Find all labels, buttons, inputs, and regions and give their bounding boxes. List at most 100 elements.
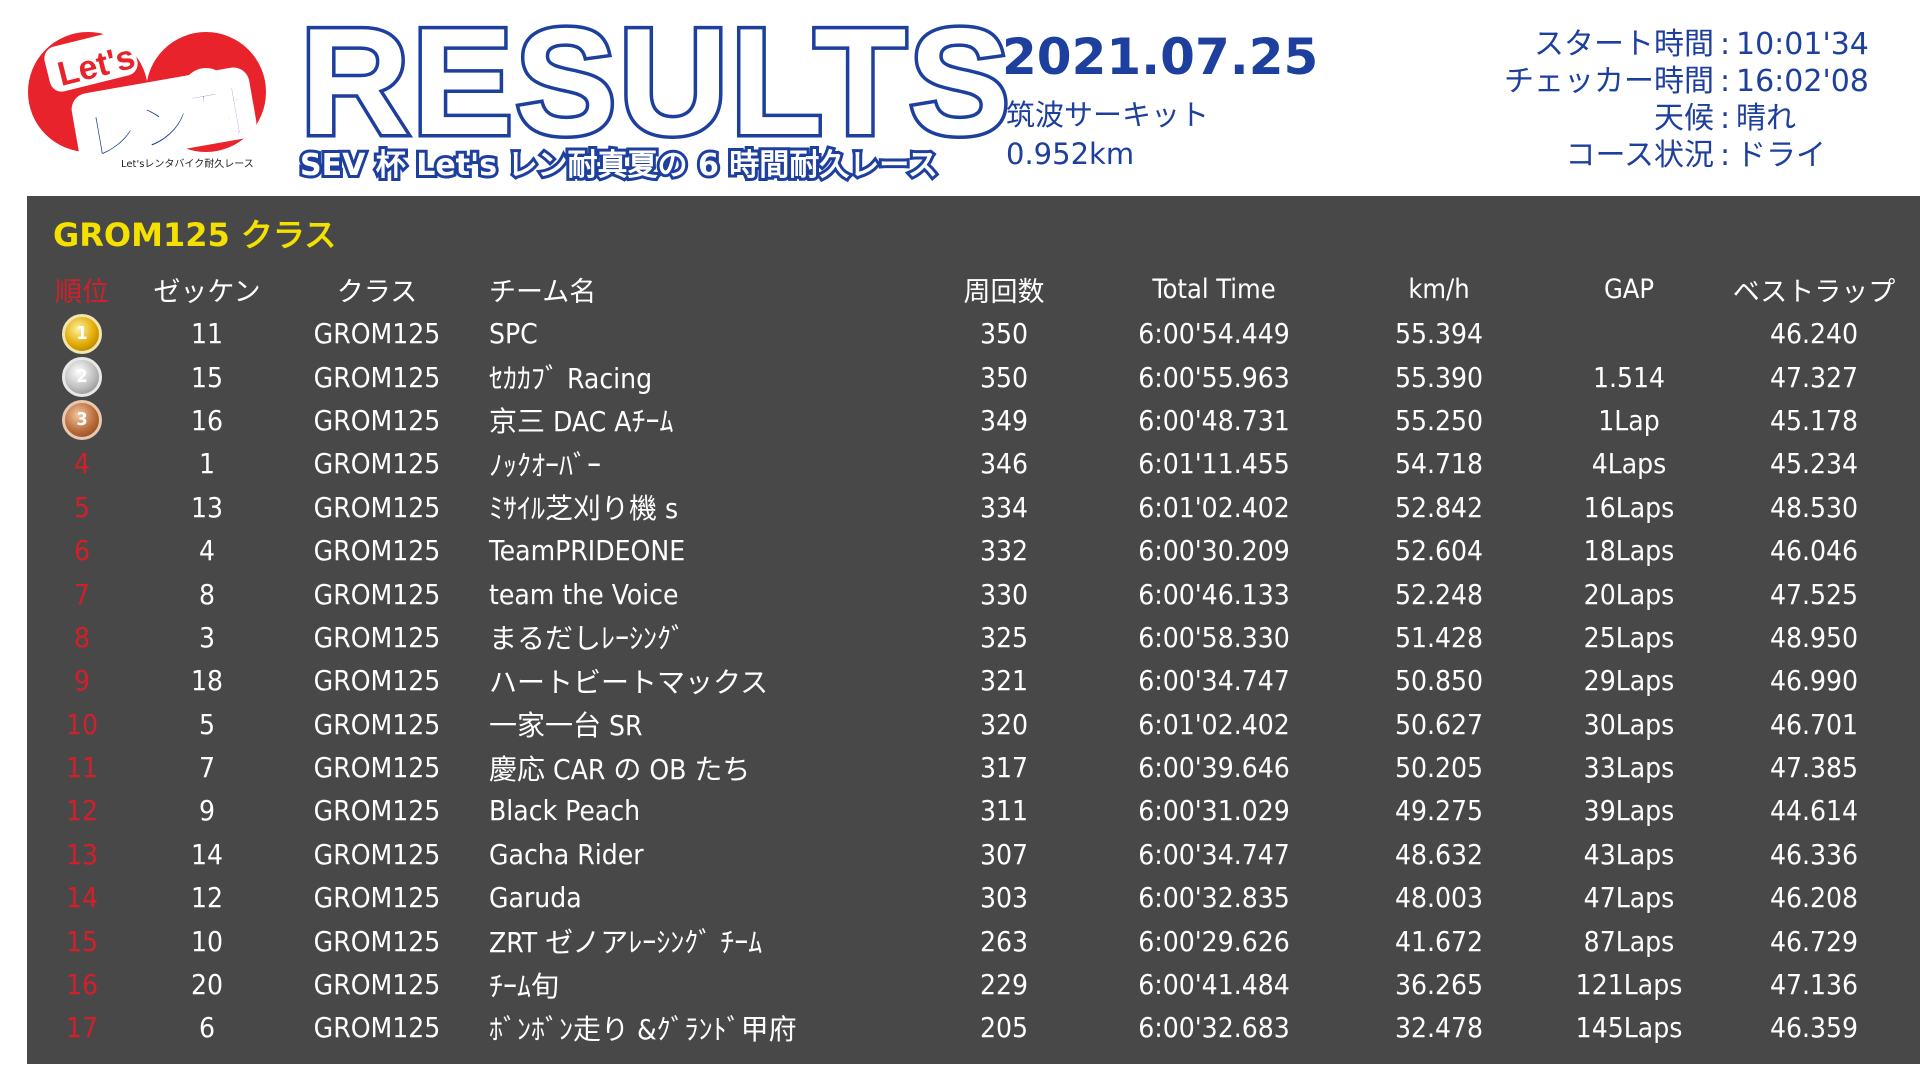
table-row: 1 11 GROM125 SPC 350 6:00'54.449 55.394 46.240 (27, 312, 1919, 355)
position-number: 12 (65, 794, 99, 828)
col-kmh: km/h (1408, 273, 1470, 305)
table-row: 10 5 GROM125 一家一台 SR 320 6:01'02.402 50.627 30L… (27, 703, 1919, 746)
cell-kmh: 48.632 (1394, 837, 1484, 871)
cell-total-time: 6:01'11.455 (1138, 447, 1290, 481)
cell-number: 3 (198, 620, 216, 654)
cell-kmh: 52.842 (1394, 490, 1484, 524)
position-number: 4 (73, 447, 91, 481)
results-table: 順位 ゼッケン クラス チーム名 周回数 Total Time km/h GAP… (27, 266, 1919, 1050)
cell-position: 16 (27, 963, 137, 1006)
table-row: 13 14 GROM125 Gacha Rider 307 6:00'34.747 48.6… (27, 833, 1919, 876)
cell-number: 5 (198, 707, 216, 741)
cell-class: GROM125 (313, 968, 441, 1002)
cell-laps: 350 (979, 317, 1029, 351)
cell-total-time: 6:01'02.402 (1138, 707, 1290, 741)
cell-number: 4 (198, 534, 216, 568)
cell-class: GROM125 (313, 1011, 441, 1045)
position-number: 7 (73, 577, 91, 611)
position-number: 17 (65, 1011, 99, 1045)
cell-gap: 16Laps (1583, 490, 1675, 524)
cell-best-lap: 45.178 (1769, 403, 1859, 437)
cell-gap: 25Laps (1583, 620, 1675, 654)
position-number: 10 (65, 707, 99, 741)
cell-number: 10 (190, 924, 224, 958)
info-value: 10:01'34 (1736, 27, 1869, 62)
table-row: 9 18 GROM125 ハートビートマックス 321 6:00'34.747 50.850… (27, 659, 1919, 702)
info-checker-time: チェッカー時間 : 16:02'08 (1504, 63, 1886, 100)
cell-best-lap: 46.729 (1769, 924, 1859, 958)
cell-number: 1 (198, 447, 216, 481)
info-separator: : (1719, 101, 1731, 136)
cell-gap: 30Laps (1583, 707, 1675, 741)
gold-medal-icon: 1 (62, 313, 102, 354)
cell-team: ﾁｰﾑ旬 (489, 969, 560, 1003)
event-name: SEV 杯 Let's レン耐真夏の 6 時間耐久レース (297, 145, 941, 186)
table-row: 15 10 GROM125 ZRT ゼノアﾚｰｼﾝｸﾞ ﾁｰﾑ 263 6:00'29.6… (27, 919, 1919, 962)
table-row: 2 15 GROM125 ｾｶｶﾌﾞ Racing 350 6:00'55.963 55.3… (27, 355, 1919, 398)
cell-team: TeamPRIDEONE (489, 534, 686, 568)
cell-best-lap: 47.385 (1769, 751, 1859, 785)
cell-class: GROM125 (313, 360, 441, 394)
cell-gap: 18Laps (1583, 534, 1675, 568)
info-separator: : (1719, 138, 1731, 173)
cell-position: 1 (27, 312, 137, 355)
cell-class: GROM125 (313, 881, 441, 915)
table-row: 7 8 GROM125 team the Voice 330 6:00'46.133 52.… (27, 572, 1919, 615)
cell-class: GROM125 (313, 403, 441, 437)
cell-class: GROM125 (313, 447, 441, 481)
cell-position: 11 (27, 746, 137, 789)
cell-position: 14 (27, 876, 137, 919)
cell-class: GROM125 (313, 317, 441, 351)
col-best-lap: ベストラップ (1732, 276, 1896, 308)
race-date: 2021.07.25 (1002, 28, 1319, 86)
cell-best-lap: 46.359 (1769, 1011, 1859, 1045)
cell-laps: 303 (979, 881, 1029, 915)
cell-total-time: 6:00'54.449 (1138, 317, 1290, 351)
position-number: 9 (73, 664, 91, 698)
cell-kmh: 48.003 (1394, 881, 1484, 915)
cell-laps: 330 (979, 577, 1029, 611)
table-row: 4 1 GROM125 ﾉｯｸｵｰﾊﾞｰ 346 6:01'11.455 54.718 4La… (27, 442, 1919, 485)
cell-number: 15 (190, 360, 224, 394)
logo-tagline: Let'sレンタバイク耐久レース (121, 159, 254, 170)
cell-kmh: 41.672 (1394, 924, 1484, 958)
cell-class: GROM125 (313, 577, 441, 611)
cell-total-time: 6:00'32.835 (1138, 881, 1290, 915)
cell-total-time: 6:00'32.683 (1138, 1011, 1290, 1045)
cell-team: 慶応 CAR の OB たち (489, 752, 751, 786)
cell-gap: 121Laps (1575, 968, 1683, 1002)
logo-mark-icon: Let's レン耐 (28, 30, 266, 172)
cell-team: SPC (489, 317, 538, 351)
cell-team: Gacha Rider (489, 837, 644, 871)
cell-number: 11 (190, 317, 224, 351)
cell-position: 10 (27, 703, 137, 746)
cell-kmh: 50.850 (1394, 664, 1484, 698)
cell-number: 20 (190, 968, 224, 1002)
info-course-condition: コース状況 : ドライ (1504, 137, 1886, 174)
table-row: 11 7 GROM125 慶応 CAR の OB たち 317 6:00'39.646 50… (27, 746, 1919, 789)
cell-gap: 39Laps (1583, 794, 1675, 828)
lets-rentai-logo: Let's レン耐 Let'sレンタバイク耐久レース (26, 18, 276, 178)
cell-gap: 4Laps (1591, 447, 1667, 481)
cell-class: GROM125 (313, 924, 441, 958)
table-row: 17 6 GROM125 ﾎﾞﾝﾎﾞﾝ走り &ｸﾞﾗﾝﾄﾞ甲府 205 6:00'32.6… (27, 1006, 1919, 1049)
medal-number: 3 (76, 409, 88, 431)
cell-position: 13 (27, 833, 137, 876)
cell-best-lap: 44.614 (1769, 794, 1859, 828)
cell-position: 5 (27, 486, 137, 529)
cell-team: ﾐｻｲﾙ芝刈り機 s (489, 492, 679, 526)
col-position: 順位 (55, 276, 109, 308)
cell-total-time: 6:00'48.731 (1138, 403, 1290, 437)
cell-gap: 1Lap (1598, 403, 1660, 437)
info-label: コース状況 (1565, 138, 1715, 173)
cell-kmh: 52.248 (1394, 577, 1484, 611)
cell-laps: 263 (979, 924, 1029, 958)
table-row: 12 9 GROM125 Black Peach 311 6:00'31.029 49.27… (27, 789, 1919, 832)
cell-laps: 320 (979, 707, 1029, 741)
cell-gap: 87Laps (1583, 924, 1675, 958)
cell-number: 13 (190, 490, 224, 524)
cell-total-time: 6:00'55.963 (1138, 360, 1290, 394)
info-label: スタート時間 (1534, 27, 1714, 62)
table-header-row: 順位 ゼッケン クラス チーム名 周回数 Total Time km/h GAP… (27, 266, 1919, 312)
cell-position: 9 (27, 659, 137, 702)
